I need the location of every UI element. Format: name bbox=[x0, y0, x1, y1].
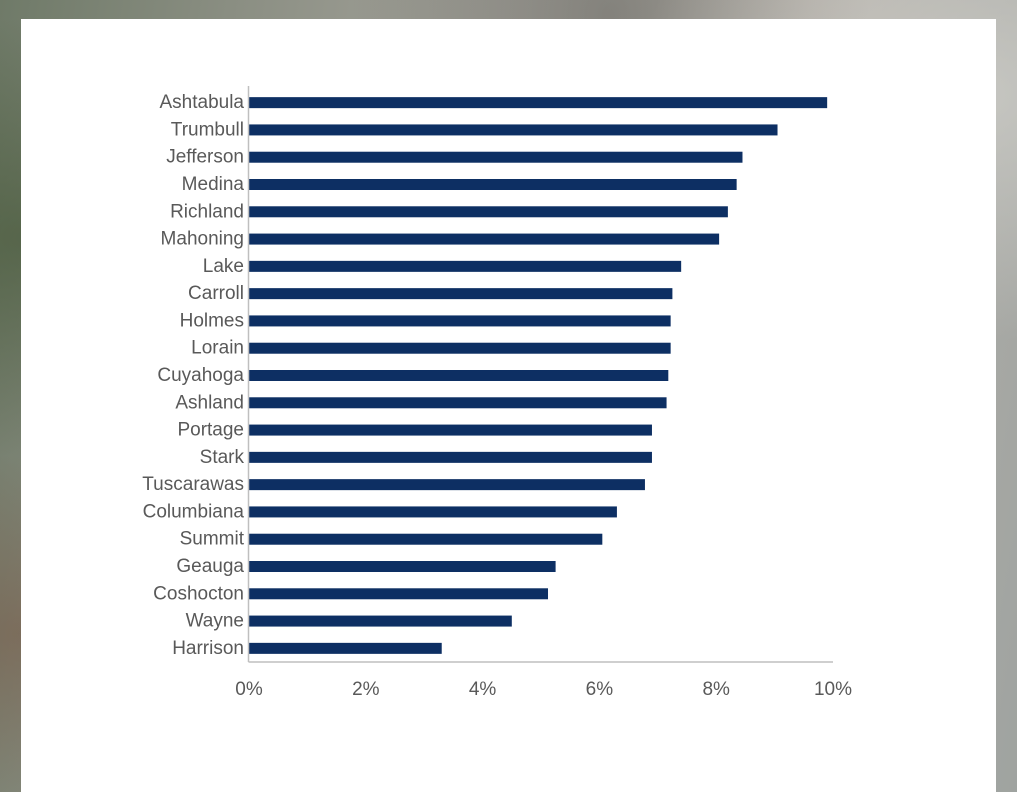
bar-coshocton bbox=[249, 588, 549, 600]
category-label: Summit bbox=[180, 529, 245, 550]
category-label: Cuyahoga bbox=[157, 365, 244, 386]
category-label: Columbiana bbox=[143, 501, 245, 522]
bar-lorain bbox=[249, 342, 671, 354]
category-label: Wayne bbox=[186, 611, 244, 632]
category-label: Tuscarawas bbox=[142, 474, 244, 495]
x-tick-label: 0% bbox=[235, 679, 263, 700]
category-label: Carroll bbox=[188, 283, 244, 304]
bar-chart: Ashtabula Trumbull Jefferson Medina Richland… bbox=[142, 86, 852, 700]
bar-summit bbox=[249, 533, 603, 545]
category-label: Medina bbox=[182, 174, 245, 195]
bar-wayne bbox=[249, 615, 512, 627]
bar-portage bbox=[249, 424, 652, 436]
category-label: Richland bbox=[170, 201, 244, 222]
category-label: Holmes bbox=[180, 310, 244, 331]
category-label: Mahoning bbox=[161, 229, 244, 250]
category-label: Coshocton bbox=[153, 583, 244, 604]
bar-harrison bbox=[249, 642, 442, 654]
bar-trumbull bbox=[249, 124, 778, 136]
category-label: Stark bbox=[200, 447, 245, 468]
x-tick-labels: 0% 2% 4% 6% 8% 10% bbox=[235, 679, 852, 700]
bar-ashland bbox=[249, 397, 667, 409]
category-label: Portage bbox=[177, 420, 244, 441]
bar-cuyahoga bbox=[249, 370, 669, 381]
category-label: Lake bbox=[203, 256, 244, 277]
bar-richland bbox=[249, 206, 728, 218]
bar-stark bbox=[249, 451, 652, 463]
bar-jefferson bbox=[249, 151, 743, 163]
category-label: Jefferson bbox=[166, 147, 244, 168]
bar-medina bbox=[249, 179, 737, 190]
bar-tuscarawas bbox=[249, 479, 645, 491]
x-tick-label: 2% bbox=[352, 679, 380, 700]
bar-mahoning bbox=[249, 233, 720, 245]
category-label: Geauga bbox=[176, 556, 244, 577]
category-label: Ashtabula bbox=[159, 92, 244, 113]
bar-ashtabula bbox=[249, 97, 828, 109]
bar-geauga bbox=[249, 561, 556, 572]
bar-columbiana bbox=[249, 506, 617, 518]
x-tick-label: 4% bbox=[469, 679, 497, 700]
bar-lake bbox=[249, 260, 682, 272]
x-tick-label: 6% bbox=[586, 679, 614, 700]
category-label: Ashland bbox=[175, 392, 244, 413]
x-tick-label: 10% bbox=[814, 679, 852, 700]
bars-group bbox=[249, 97, 828, 654]
bar-holmes bbox=[249, 315, 671, 327]
category-label: Harrison bbox=[172, 638, 244, 659]
category-label: Lorain bbox=[191, 338, 244, 359]
category-label: Trumbull bbox=[171, 119, 244, 140]
chart-panel: Ashtabula Trumbull Jefferson Medina Richland… bbox=[21, 19, 996, 792]
category-labels: Ashtabula Trumbull Jefferson Medina Richland… bbox=[142, 92, 244, 659]
bar-carroll bbox=[249, 288, 673, 300]
x-tick-label: 8% bbox=[702, 679, 730, 700]
